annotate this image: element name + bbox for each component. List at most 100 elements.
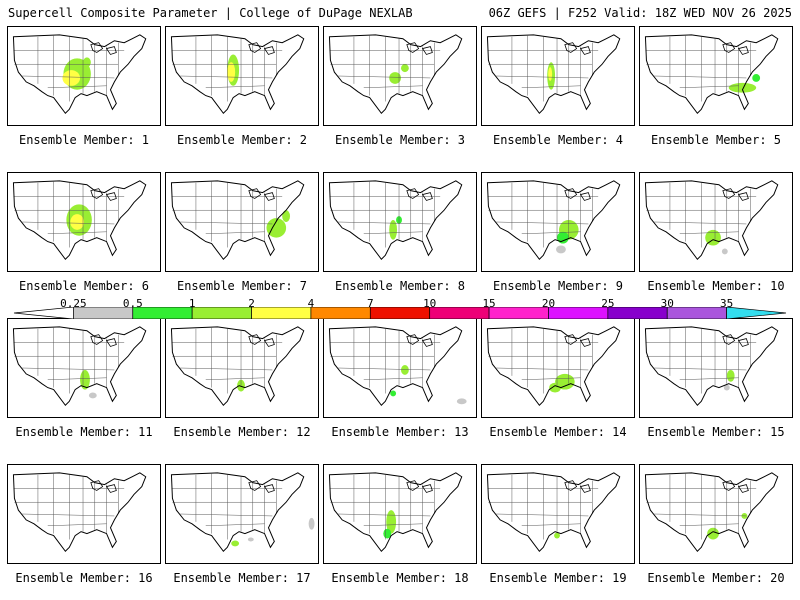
scp-contour [62, 70, 81, 86]
scp-contour [556, 245, 566, 254]
state-border [22, 221, 115, 225]
coastline [644, 472, 779, 552]
coastline [328, 472, 463, 552]
scp-contour [456, 398, 467, 405]
scp-contour [557, 231, 569, 244]
map-svg [644, 326, 779, 406]
map-svg [170, 34, 305, 114]
valid-time-title: 06Z GEFS | F252 Valid: 18Z WED NOV 26 20… [488, 6, 792, 20]
scp-contour [707, 527, 719, 540]
great-lakes [564, 42, 591, 55]
ensemble-member-map [323, 464, 477, 564]
state-border [521, 85, 581, 89]
panel-label: Ensemble Member: 1 [18, 133, 150, 147]
great-lakes [406, 480, 433, 493]
state-border [338, 367, 431, 371]
colorbar-segment [726, 307, 787, 319]
ensemble-member-map [639, 172, 793, 272]
scp-contour [231, 540, 240, 547]
coastline [170, 180, 305, 260]
ensemble-member-map [639, 318, 793, 418]
map-svg [170, 472, 315, 552]
ensemble-member-map [323, 318, 477, 418]
panel-label: Ensemble Member: 18 [331, 571, 469, 585]
state-border [654, 513, 747, 517]
coastline [328, 326, 463, 406]
map-svg [486, 472, 621, 552]
coastline [12, 326, 147, 406]
state-border [47, 523, 107, 527]
great-lakes [248, 334, 275, 347]
great-lakes [722, 42, 749, 55]
colorbar-segment [666, 307, 727, 319]
state-border [363, 85, 423, 89]
coastline [486, 472, 621, 552]
panel-label: Ensemble Member: 9 [492, 279, 624, 293]
map-svg [12, 34, 147, 114]
scp-contour [308, 517, 315, 530]
panel-label: Ensemble Member: 16 [15, 571, 153, 585]
ensemble-member-map [323, 26, 477, 126]
great-lakes [248, 42, 275, 55]
state-border [22, 513, 115, 517]
scp-contour [282, 210, 291, 222]
scp-contour [554, 532, 560, 539]
state-border [22, 75, 115, 79]
great-lakes [722, 334, 749, 347]
great-lakes [406, 42, 433, 55]
state-border [496, 221, 589, 225]
scp-contour [247, 537, 254, 542]
scp-contour [266, 218, 287, 238]
panel-label: Ensemble Member: 17 [173, 571, 311, 585]
map-svg [12, 180, 147, 260]
state-border [521, 377, 581, 381]
coastline [170, 472, 305, 552]
ensemble-member-map [481, 172, 635, 272]
scp-contour [726, 369, 735, 382]
coastline [486, 326, 621, 406]
state-border [180, 75, 273, 79]
colorbar-segment [310, 307, 371, 319]
map-svg [170, 180, 305, 260]
state-border [47, 377, 107, 381]
ensemble-member-map [7, 172, 161, 272]
panel-label: Ensemble Member: 4 [492, 133, 624, 147]
great-lakes [406, 188, 433, 201]
great-lakes [248, 188, 275, 201]
scp-contour [728, 82, 757, 93]
colorbar [13, 307, 787, 319]
colorbar-segment [488, 307, 549, 319]
map-svg [328, 472, 463, 552]
scp-contour [400, 64, 409, 73]
state-border [654, 367, 747, 371]
state-border [496, 367, 589, 371]
colorbar-segment [607, 307, 668, 319]
coastline [644, 326, 779, 406]
scp-contour [705, 229, 721, 246]
state-border [521, 523, 581, 527]
state-border [363, 377, 423, 381]
state-border [47, 231, 107, 235]
map-svg [644, 472, 779, 552]
great-lakes [90, 42, 117, 55]
great-lakes [564, 188, 591, 201]
colorbar-segment [548, 307, 609, 319]
colorbar-tick-label: 7 [366, 297, 374, 310]
map-svg [644, 34, 779, 114]
panel-label: Ensemble Member: 6 [18, 279, 150, 293]
state-border [679, 523, 739, 527]
colorbar-segment [73, 307, 134, 319]
ensemble-member-map [7, 318, 161, 418]
scp-contour [723, 384, 730, 391]
great-lakes [564, 480, 591, 493]
ensemble-member-map [323, 172, 477, 272]
scp-contour [80, 369, 90, 390]
great-lakes [406, 334, 433, 347]
great-lakes [564, 334, 591, 347]
panel-label: Ensemble Member: 5 [650, 133, 782, 147]
state-border [22, 367, 115, 371]
state-border [363, 231, 423, 235]
colorbar-tick-label: 1 [188, 297, 196, 310]
ensemble-member-map [165, 318, 319, 418]
state-border [338, 513, 431, 517]
